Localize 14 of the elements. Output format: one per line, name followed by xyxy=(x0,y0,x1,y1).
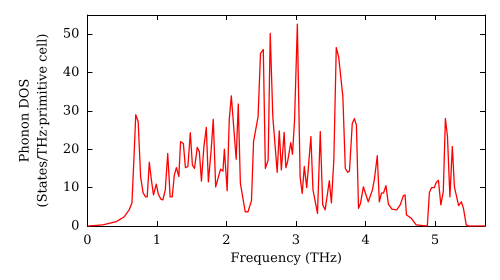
y-tick-label: 20 xyxy=(62,142,80,157)
x-tick-label: 5 xyxy=(430,233,440,248)
x-tick-label: 3 xyxy=(292,233,300,248)
x-tick-label: 2 xyxy=(222,233,231,248)
y-tick-label: 40 xyxy=(62,65,80,80)
y-tick-label: 30 xyxy=(62,103,80,118)
y-tick-label: 10 xyxy=(62,180,80,196)
y-tick-label: 50 xyxy=(62,26,80,42)
y-axis-title: Phonon DOS (States/THz·primitive cell) xyxy=(18,33,50,208)
x-tick-label: 4 xyxy=(361,233,370,248)
x-tick-label: 1 xyxy=(152,233,162,248)
x-tick-label: 0 xyxy=(83,233,92,248)
y-tick-label: 0 xyxy=(71,218,80,234)
x-axis-title: Frequency (THz) xyxy=(230,250,342,266)
